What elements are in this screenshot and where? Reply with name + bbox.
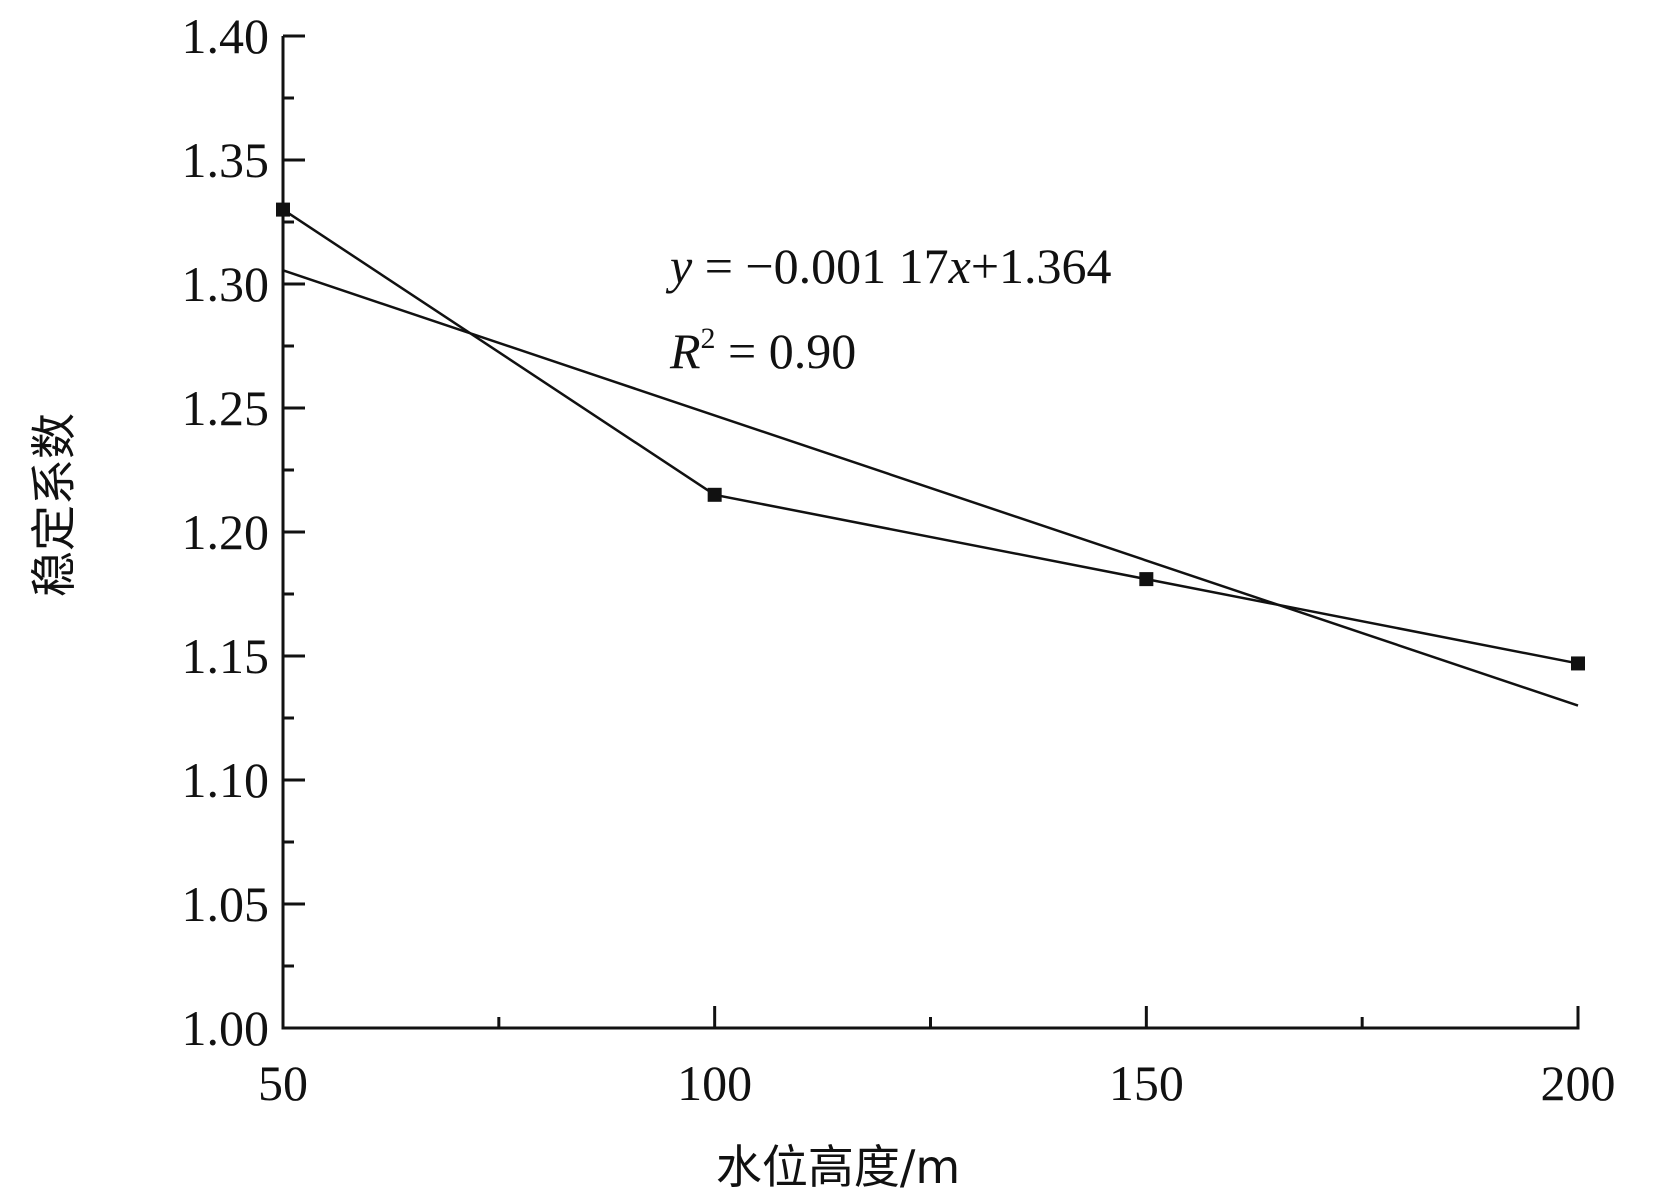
equation-eq: = −0.001 17 [692, 238, 948, 294]
x-tick-labels: 50 100 150 200 [258, 1055, 1616, 1111]
series-line [282, 208, 1579, 665]
data-point [707, 487, 722, 502]
y-tick-label: 1.35 [182, 132, 270, 188]
y-tick-label: 1.30 [182, 256, 270, 312]
y-tick-label: 1.00 [182, 1000, 270, 1056]
y-tick-label: 1.25 [182, 380, 270, 436]
x-tick-label: 100 [677, 1055, 752, 1111]
series-markers [276, 202, 1585, 671]
x-tick-label: 200 [1541, 1055, 1616, 1111]
y-tick-label: 1.05 [182, 876, 270, 932]
data-point [1571, 656, 1585, 671]
r2-r: R [669, 323, 701, 379]
equation-x: x [948, 238, 971, 294]
equation-annotation: y = −0.001 17x+1.364 [665, 238, 1112, 294]
x-tick-label: 50 [258, 1055, 308, 1111]
y-tick-label: 1.15 [182, 628, 270, 684]
data-point [1139, 572, 1154, 587]
data-point [276, 202, 290, 217]
y-ticks [283, 34, 305, 1030]
equation-y: y [665, 238, 693, 294]
x-ticks [281, 1006, 1580, 1028]
plot-area [276, 202, 1585, 707]
r2-rest: = 0.90 [716, 323, 857, 379]
y-axis-title: 稳定系数 [27, 413, 81, 597]
axes [281, 36, 1580, 1030]
r2-annotation: R2 = 0.90 [669, 322, 856, 379]
trendline [282, 269, 1579, 707]
y-tick-label: 1.20 [182, 504, 270, 560]
y-tick-labels: 1.00 1.05 1.10 1.15 1.20 1.25 1.30 1.35 1.40 [182, 8, 270, 1056]
x-tick-label: 150 [1109, 1055, 1184, 1111]
x-axis-title: 水位高度/m [716, 1140, 960, 1194]
y-tick-label: 1.40 [182, 8, 270, 64]
equation-rest: +1.364 [971, 238, 1112, 294]
y-tick-label: 1.10 [182, 752, 270, 808]
r2-sup: 2 [701, 322, 716, 355]
